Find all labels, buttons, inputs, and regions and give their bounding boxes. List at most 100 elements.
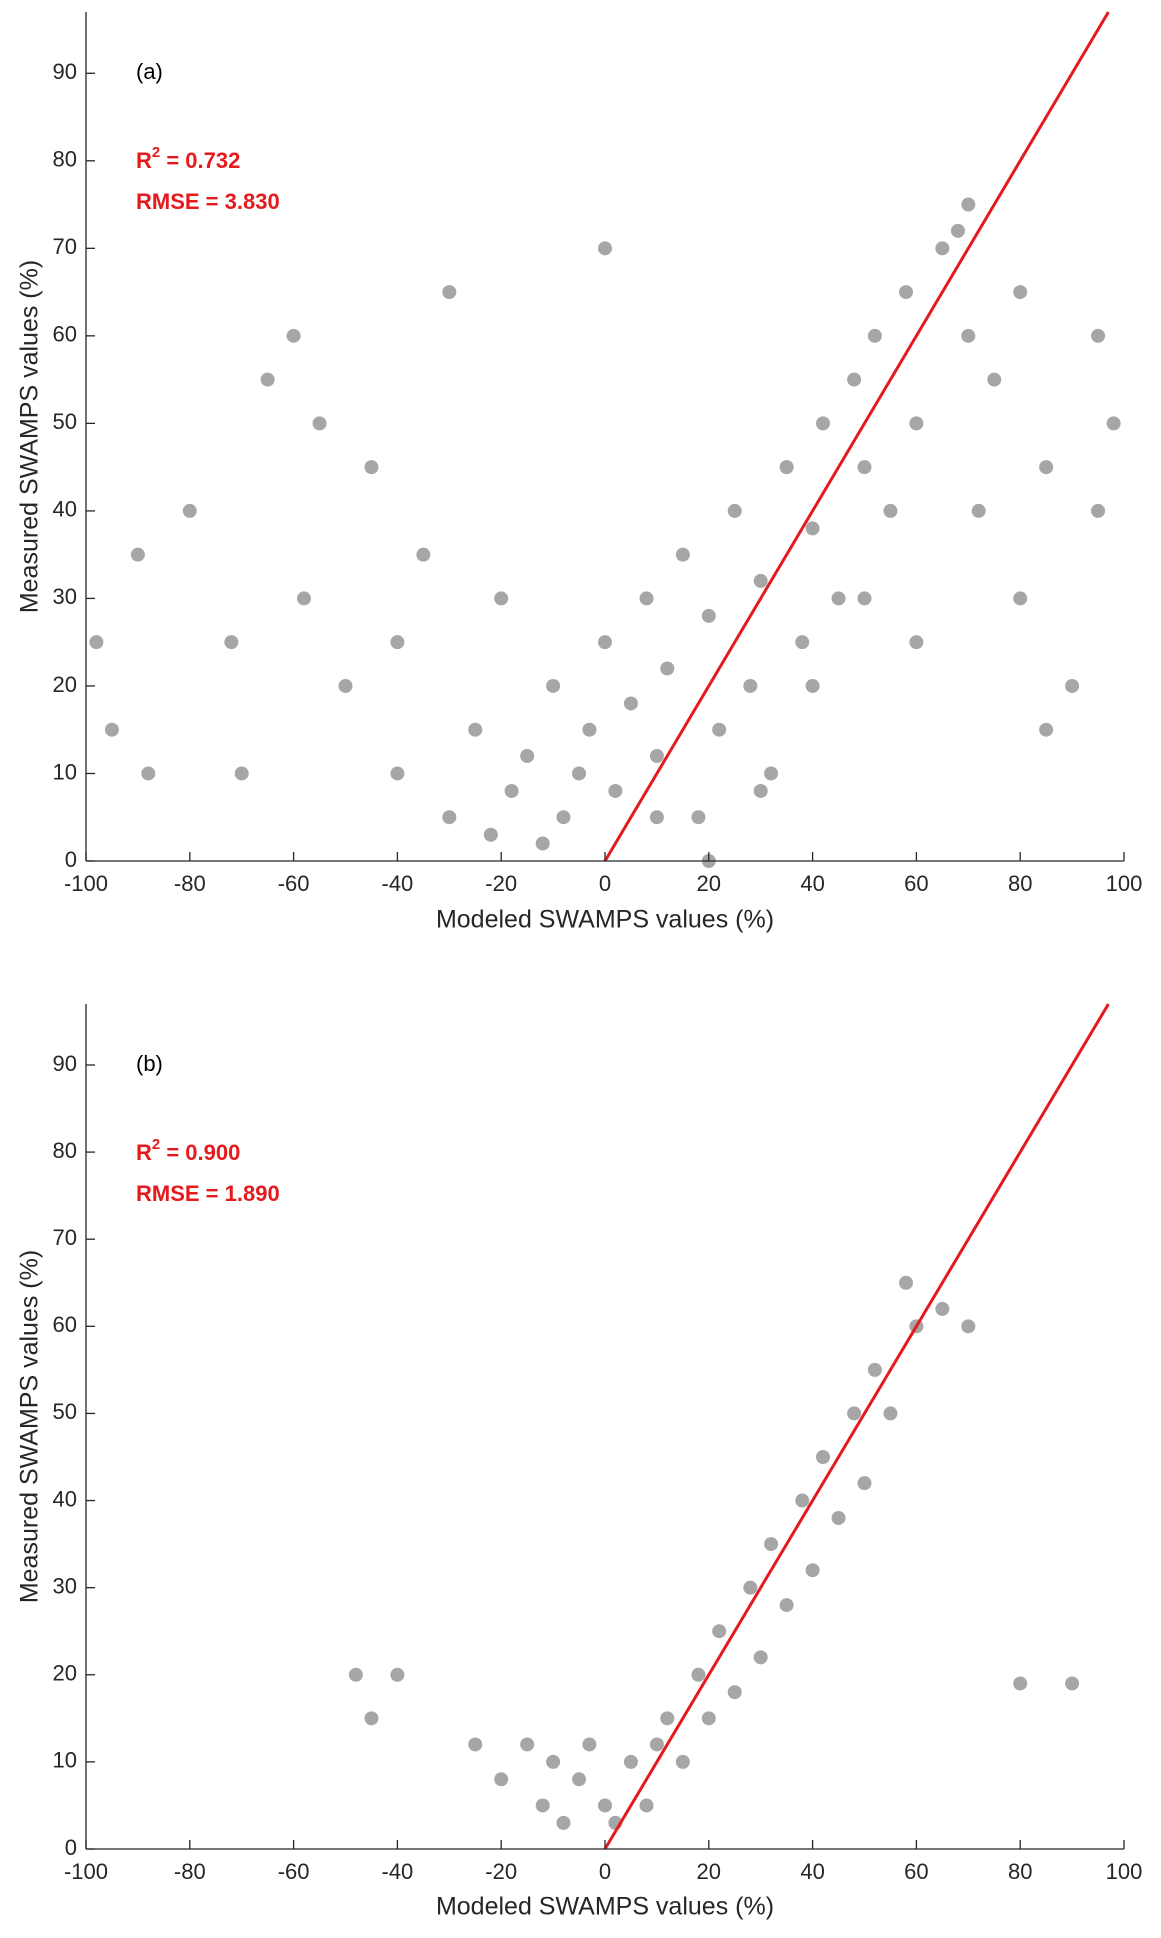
x-tick-label: -100	[64, 871, 108, 896]
scatter-point	[779, 1598, 794, 1613]
scatter-point	[1065, 1676, 1080, 1691]
scatter-point	[909, 635, 924, 650]
x-tick-label: 20	[697, 1859, 721, 1884]
scatter-point	[675, 547, 690, 562]
y-tick-label: 80	[53, 1138, 77, 1163]
scatter-point	[535, 1798, 550, 1813]
y-tick-label: 0	[65, 1835, 77, 1860]
scatter-point	[764, 766, 779, 781]
scatter-point	[701, 608, 716, 623]
y-tick-label: 80	[53, 147, 77, 172]
scatter-point	[867, 1362, 882, 1377]
scatter-point	[1065, 678, 1080, 693]
scatter-point	[338, 678, 353, 693]
scatter-point	[598, 1798, 612, 1813]
y-tick-label: 40	[53, 1486, 77, 1511]
scatter-point	[442, 810, 457, 825]
stat-annotation: R2 = 0.900	[136, 1136, 240, 1165]
scatter-point	[727, 1685, 742, 1700]
scatter-point	[831, 1510, 846, 1525]
x-tick-label: -60	[278, 871, 310, 896]
x-tick-label: 20	[697, 871, 721, 896]
scatter-point	[883, 503, 898, 518]
scatter-point	[89, 635, 104, 650]
scatter-point	[556, 810, 571, 825]
scatter-point	[795, 1493, 810, 1508]
scatter-point	[182, 503, 197, 518]
scatter-point	[867, 328, 882, 343]
scatter-point	[712, 722, 727, 737]
x-tick-label: 100	[1106, 1859, 1143, 1884]
scatter-point	[764, 1537, 779, 1552]
scatter-point	[857, 591, 872, 606]
scatter-point	[899, 1275, 914, 1290]
y-tick-label: 10	[53, 759, 77, 784]
x-tick-label: -20	[485, 871, 517, 896]
scatter-point	[753, 783, 768, 798]
scatter-point	[743, 1580, 758, 1595]
scatter-point	[556, 1815, 571, 1830]
x-tick-label: 0	[599, 871, 611, 896]
scatter-point	[390, 635, 405, 650]
scatter-point	[546, 678, 561, 693]
scatter-point	[971, 503, 986, 518]
scatter-point	[572, 766, 587, 781]
scatter-point	[520, 748, 535, 763]
y-tick-label: 70	[53, 1225, 77, 1250]
scatter-point	[805, 678, 820, 693]
scatter-point	[857, 1476, 872, 1491]
scatter-point	[1091, 503, 1106, 518]
y-tick-label: 60	[53, 1312, 77, 1337]
scatter-point	[805, 521, 820, 536]
scatter-point	[815, 416, 830, 431]
scatter-point	[494, 1772, 509, 1787]
stat-annotation: R2 = 0.732	[136, 144, 240, 173]
x-tick-label: -40	[382, 871, 414, 896]
stat-text: R	[136, 1140, 152, 1165]
scatter-point	[504, 783, 519, 798]
x-tick-label: -80	[174, 1859, 206, 1884]
scatter-point	[582, 722, 597, 737]
y-tick-label: 30	[53, 1573, 77, 1598]
fit-line	[603, 1003, 1110, 1850]
x-tick-label: -100	[64, 1859, 108, 1884]
scatter-point	[623, 696, 638, 711]
scatter-point	[701, 1711, 716, 1726]
x-tick-label: -80	[174, 871, 206, 896]
scatter-point	[660, 1711, 675, 1726]
stat-text: RMSE = 3.830	[136, 189, 280, 214]
scatter-point	[416, 547, 431, 562]
y-axis-label: Measured SWAMPS values (%)	[16, 260, 44, 613]
scatter-point	[639, 591, 654, 606]
scatter-point	[582, 1737, 597, 1752]
scatter-point	[598, 241, 612, 256]
scatter-point	[520, 1737, 535, 1752]
scatter-point	[364, 460, 379, 475]
scatter-point	[743, 678, 758, 693]
x-tick-label: 80	[1008, 871, 1032, 896]
scatter-point	[312, 416, 327, 431]
panel-label: (b)	[136, 1051, 163, 1076]
scatter-point	[691, 1667, 706, 1682]
y-tick-label: 40	[53, 497, 77, 522]
y-tick-label: 90	[53, 1051, 77, 1076]
scatter-point	[572, 1772, 587, 1787]
scatter-point	[1013, 591, 1028, 606]
scatter-point	[1013, 1676, 1028, 1691]
scatter-point	[1039, 460, 1054, 475]
x-tick-label: 60	[904, 1859, 928, 1884]
y-axis-label: Measured SWAMPS values (%)	[16, 1250, 44, 1603]
scatter-point	[795, 635, 810, 650]
panel-label: (a)	[136, 59, 163, 84]
scatter-point	[234, 766, 249, 781]
x-tick-label: -60	[278, 1859, 310, 1884]
scatter-point	[639, 1798, 654, 1813]
scatter-point	[753, 1650, 768, 1665]
scatter-point	[935, 241, 950, 256]
scatter-point	[468, 1737, 483, 1752]
y-tick-label: 0	[65, 847, 77, 872]
x-tick-label: 80	[1008, 1859, 1032, 1884]
x-tick-label: 60	[904, 871, 928, 896]
stat-text: RMSE = 1.890	[136, 1181, 280, 1206]
